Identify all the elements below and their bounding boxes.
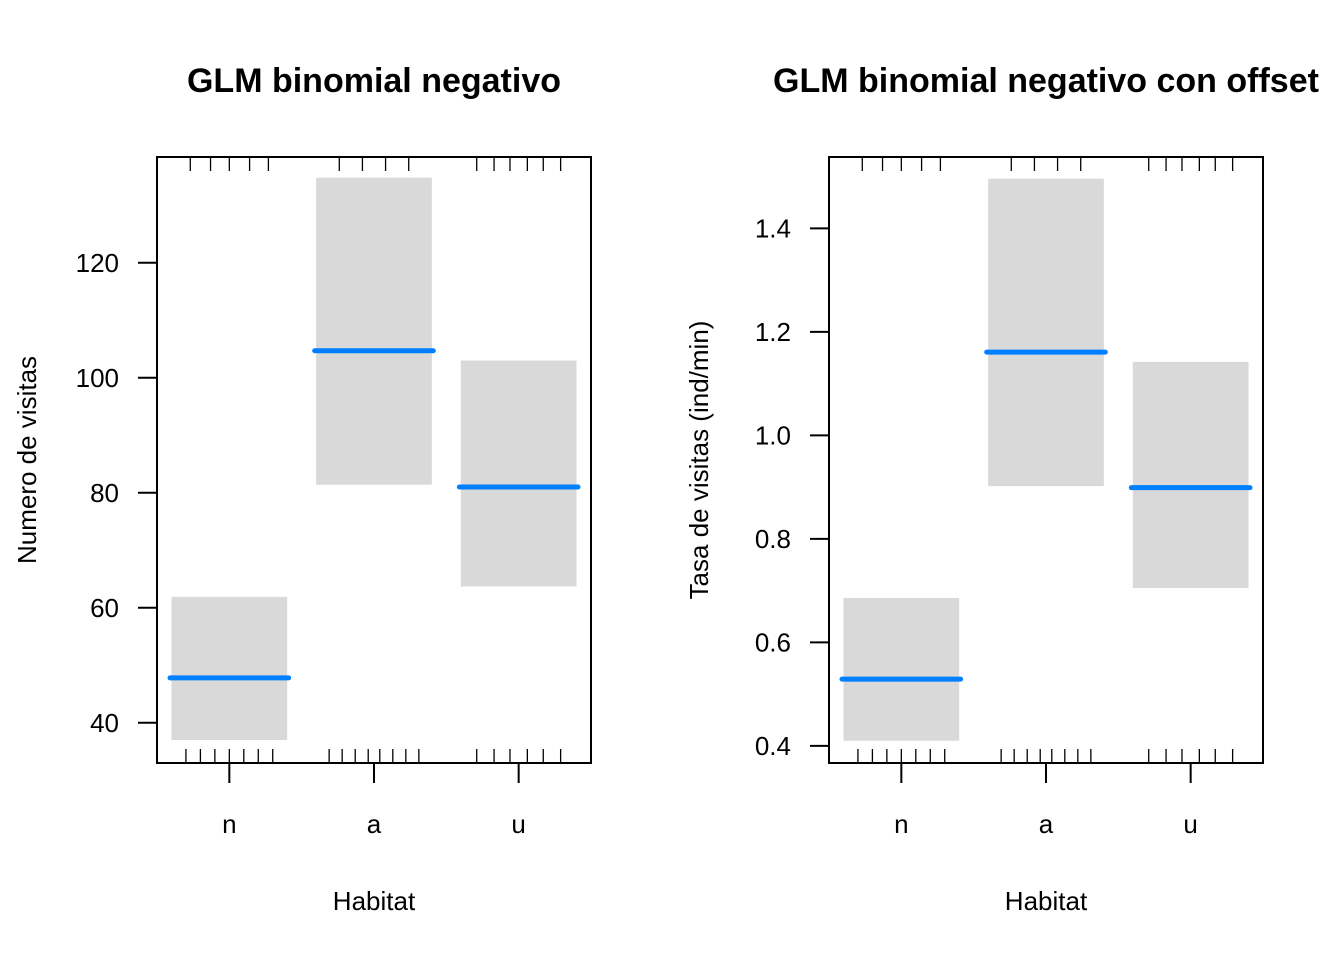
x-tick-label: u bbox=[1183, 809, 1197, 839]
plot-area: 40 60 80 100 120 n a u bbox=[76, 156, 592, 839]
ci-band-a bbox=[316, 177, 432, 485]
ci-band-u bbox=[460, 360, 577, 587]
y-tick-label: 40 bbox=[90, 708, 119, 738]
y-axis-label: Tasa de visitas (ind/min) bbox=[684, 321, 714, 600]
x-tick-label: u bbox=[511, 809, 525, 839]
ci-band-u bbox=[1132, 361, 1249, 589]
x-tick-label: n bbox=[222, 809, 236, 839]
y-tick-label: 0.8 bbox=[755, 524, 791, 554]
x-tick-label: n bbox=[894, 809, 908, 839]
y-tick-label: 60 bbox=[90, 593, 119, 623]
y-tick-label: 1.0 bbox=[755, 420, 791, 450]
y-tick-label: 0.4 bbox=[755, 731, 791, 761]
y-tick-label: 80 bbox=[90, 478, 119, 508]
x-axis-label: Habitat bbox=[1005, 886, 1088, 916]
y-tick-label: 100 bbox=[76, 363, 119, 393]
x-tick-label: a bbox=[367, 809, 382, 839]
chart-title: GLM binomial negativo bbox=[187, 62, 561, 100]
panel-glm-nb-offset: GLM binomial negativo con offset Habitat… bbox=[684, 62, 1319, 916]
x-axis-label: Habitat bbox=[333, 886, 416, 916]
ci-band-a bbox=[988, 178, 1104, 487]
y-tick-label: 0.6 bbox=[755, 627, 791, 657]
x-tick-label: a bbox=[1039, 809, 1054, 839]
chart-title: GLM binomial negativo con offset bbox=[773, 62, 1319, 100]
plot-area: 0.4 0.6 0.8 1.0 1.2 1.4 n a u bbox=[755, 156, 1264, 839]
ci-band-n bbox=[843, 597, 960, 741]
ci-band-n bbox=[171, 596, 288, 741]
y-axis-label: Numero de visitas bbox=[12, 356, 42, 564]
panel-glm-nb: GLM binomial negativo Habitat Numero de … bbox=[12, 62, 592, 916]
y-tick-label: 1.4 bbox=[755, 213, 791, 243]
y-tick-label: 120 bbox=[76, 248, 119, 278]
y-tick-label: 1.2 bbox=[755, 317, 791, 347]
